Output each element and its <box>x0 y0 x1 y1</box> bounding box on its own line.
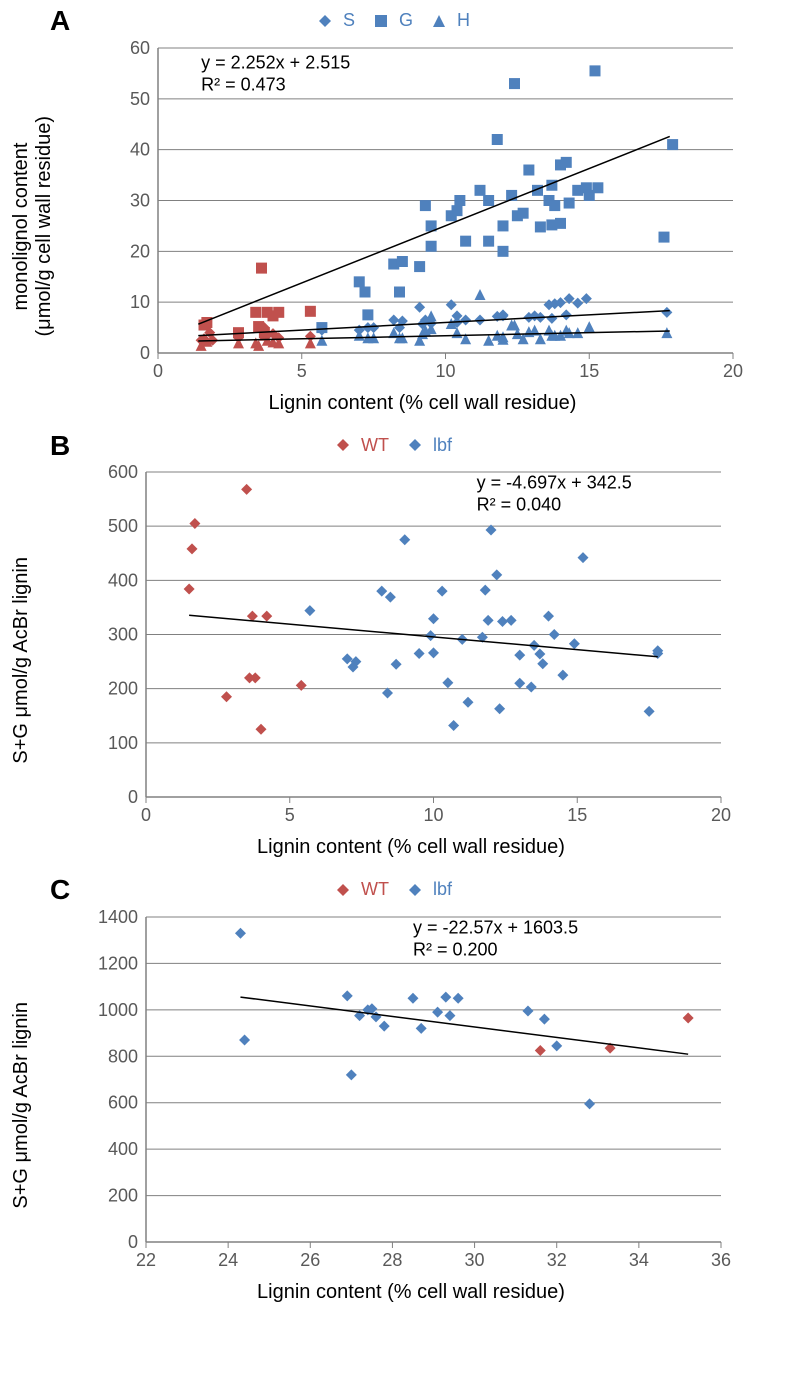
y-axis-label: S+G μmol/g AcBr lignin <box>10 1002 33 1209</box>
plot-svg: 0 10 20 30 40 50 60 0 5 10 15 20 y = 2.252x + 2.515R… <box>103 38 743 388</box>
svg-text:40: 40 <box>129 139 149 159</box>
svg-text:26: 26 <box>300 1250 320 1270</box>
legend-label: H <box>457 10 470 31</box>
svg-text:36: 36 <box>711 1250 731 1270</box>
svg-text:22: 22 <box>136 1250 156 1270</box>
svg-text:30: 30 <box>465 1250 485 1270</box>
panel-label: B <box>50 430 70 462</box>
svg-text:5: 5 <box>285 805 295 825</box>
svg-text:1000: 1000 <box>98 999 138 1019</box>
svg-text:20: 20 <box>711 805 731 825</box>
legend-label: lbf <box>433 435 452 456</box>
svg-text:28: 28 <box>382 1250 402 1270</box>
svg-text:300: 300 <box>108 625 138 645</box>
equation-text: R² = 0.040 <box>477 494 562 514</box>
chart-panel-c: CWTlbfS+G μmol/g AcBr lignin020040060080… <box>10 879 783 1304</box>
svg-text:10: 10 <box>435 361 455 381</box>
svg-text:600: 600 <box>108 1092 138 1112</box>
svg-text:800: 800 <box>108 1046 138 1066</box>
svg-text:20: 20 <box>129 241 149 261</box>
legend-label: lbf <box>433 879 452 900</box>
svg-text:20: 20 <box>722 361 742 381</box>
plot-svg: 0 200 400 600 800 1000 1200 1400 22 24 26 28 30 32 34 3… <box>91 907 731 1277</box>
svg-text:50: 50 <box>129 88 149 108</box>
svg-text:0: 0 <box>141 805 151 825</box>
svg-text:200: 200 <box>108 1185 138 1205</box>
svg-text:0: 0 <box>128 1232 138 1252</box>
svg-text:600: 600 <box>108 462 138 482</box>
svg-text:34: 34 <box>629 1250 649 1270</box>
panel-label: A <box>50 5 70 37</box>
svg-text:1200: 1200 <box>98 953 138 973</box>
chart-panel-b: BWTlbfS+G μmol/g AcBr lignin010020030040… <box>10 435 783 860</box>
x-axis-label: Lignin content (% cell wall residue) <box>257 1281 565 1304</box>
legend-label: S <box>343 10 355 31</box>
equation-text: y = -22.57x + 1603.5 <box>413 917 578 937</box>
legend-label: WT <box>361 435 389 456</box>
x-axis-label: Lignin content (% cell wall residue) <box>269 392 577 415</box>
svg-text:400: 400 <box>108 1139 138 1159</box>
legend: WT lbf <box>10 435 783 459</box>
equation-text: y = -4.697x + 342.5 <box>477 472 632 492</box>
svg-text:1400: 1400 <box>98 907 138 927</box>
svg-text:30: 30 <box>129 190 149 210</box>
legend-label: G <box>399 10 413 31</box>
svg-text:500: 500 <box>108 516 138 536</box>
legend: SGH <box>10 10 783 34</box>
svg-text:0: 0 <box>128 787 138 807</box>
svg-text:100: 100 <box>108 733 138 753</box>
legend-label: WT <box>361 879 389 900</box>
svg-text:15: 15 <box>567 805 587 825</box>
legend: WT lbf <box>10 879 783 903</box>
svg-text:0: 0 <box>152 361 162 381</box>
svg-text:400: 400 <box>108 570 138 590</box>
equation-text: y = 2.252x + 2.515 <box>201 52 350 72</box>
plot-svg: 0 100 200 300 400 500 600 0 5 10 15 20 y = -4.697x +… <box>91 462 731 832</box>
svg-text:15: 15 <box>579 361 599 381</box>
svg-text:10: 10 <box>129 292 149 312</box>
svg-text:200: 200 <box>108 679 138 699</box>
svg-text:0: 0 <box>139 343 149 363</box>
y-axis-label: monolignol content (μmol/g cell wall res… <box>10 116 56 336</box>
svg-text:24: 24 <box>218 1250 238 1270</box>
y-axis-label: S+G μmol/g AcBr lignin <box>10 557 33 764</box>
equation-text: R² = 0.473 <box>201 74 286 94</box>
svg-text:60: 60 <box>129 38 149 58</box>
chart-panel-a: ASGHmonolignol content (μmol/g cell wall… <box>10 10 783 415</box>
equation-text: R² = 0.200 <box>413 939 498 959</box>
x-axis-label: Lignin content (% cell wall residue) <box>257 836 565 859</box>
svg-text:5: 5 <box>296 361 306 381</box>
panel-label: C <box>50 874 70 906</box>
svg-text:10: 10 <box>423 805 443 825</box>
svg-text:32: 32 <box>547 1250 567 1270</box>
